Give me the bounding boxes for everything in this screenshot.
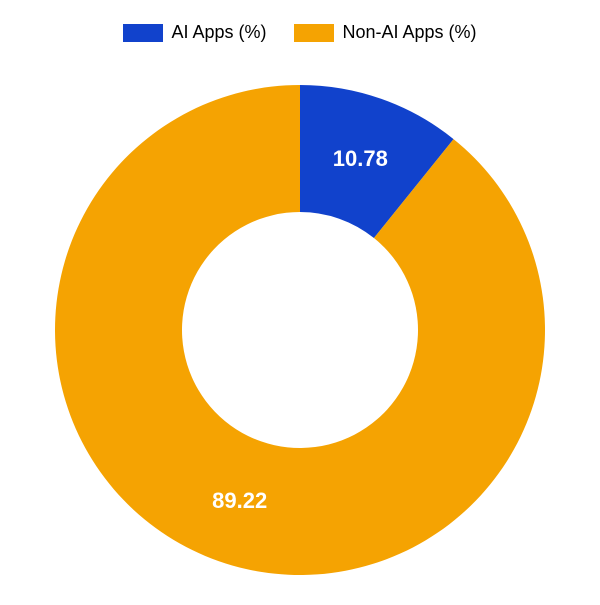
donut-svg (0, 0, 600, 600)
donut-chart: 10.78 89.22 (0, 0, 600, 600)
slice-value-nonai: 89.22 (212, 488, 267, 514)
slice-value-ai: 10.78 (333, 146, 388, 172)
